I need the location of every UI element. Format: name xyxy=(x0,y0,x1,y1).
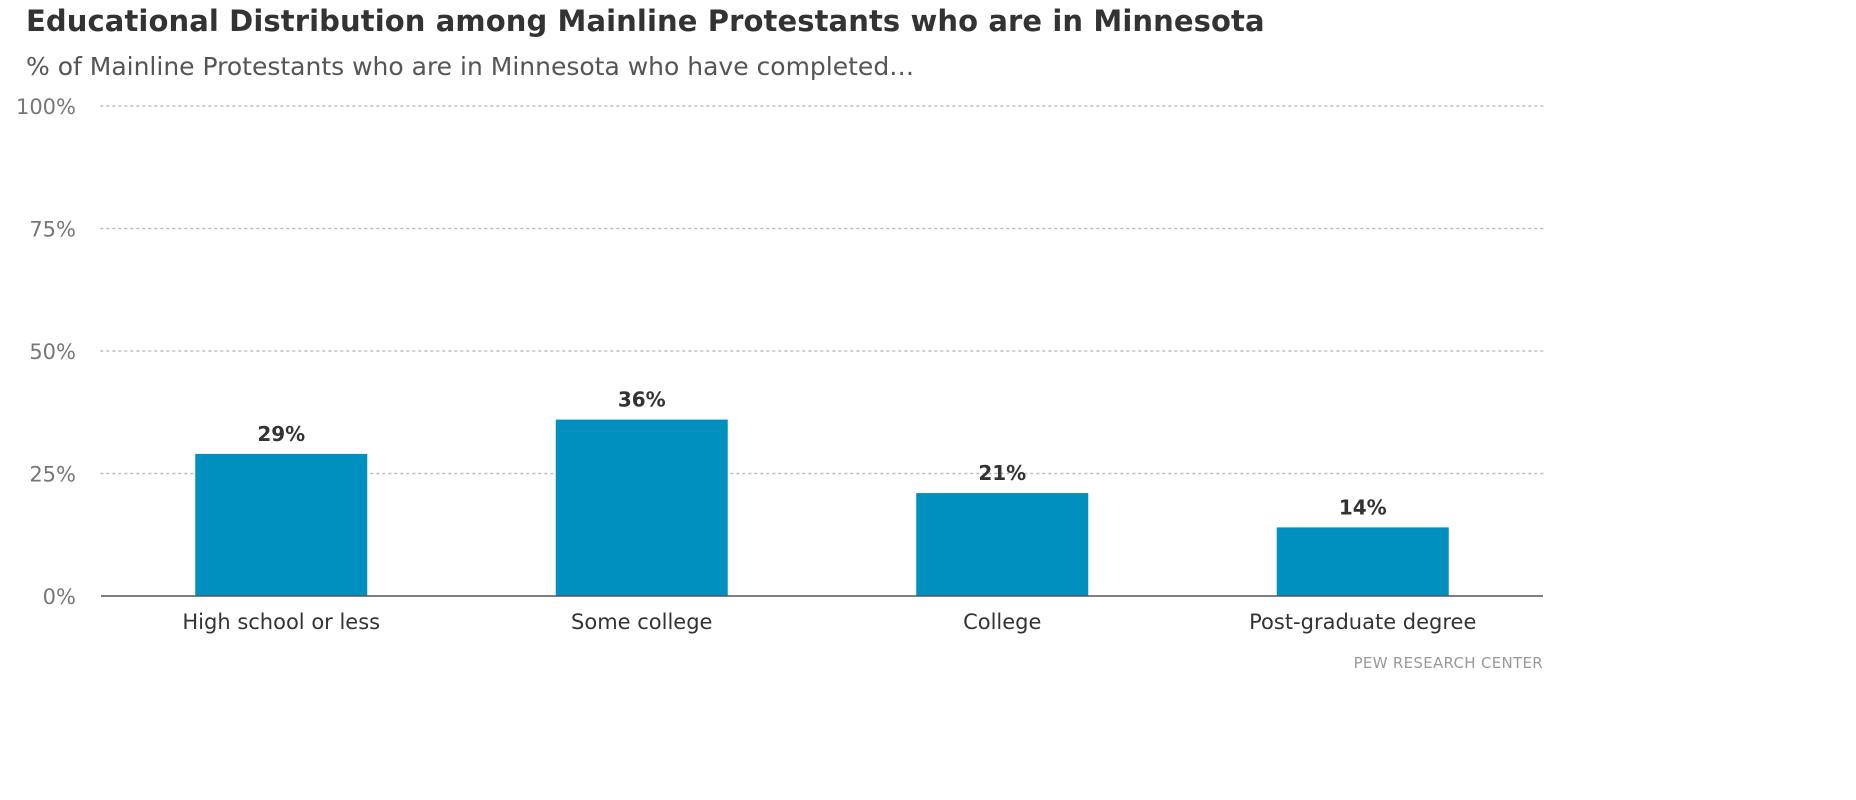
y-tick-label: 75% xyxy=(29,218,76,242)
chart-subtitle: % of Mainline Protestants who are in Min… xyxy=(26,52,915,81)
y-tick-label: 50% xyxy=(29,340,76,364)
bar xyxy=(555,419,728,596)
y-tick-label: 100% xyxy=(16,95,76,119)
x-tick-label: Some college xyxy=(571,610,712,634)
x-tick-label: High school or less xyxy=(182,610,380,634)
bar xyxy=(1276,527,1449,596)
chart-title: Educational Distribution among Mainline … xyxy=(26,4,1265,38)
data-label: 36% xyxy=(618,388,666,412)
y-tick-label: 0% xyxy=(43,585,76,609)
source-label: PEW RESEARCH CENTER xyxy=(1353,654,1543,672)
x-tick-label: College xyxy=(963,610,1041,634)
data-label: 21% xyxy=(978,461,1026,485)
bar xyxy=(195,453,368,596)
x-tick-label: Post-graduate degree xyxy=(1249,610,1476,634)
data-label: 14% xyxy=(1339,495,1387,519)
y-tick-label: 25% xyxy=(29,463,76,487)
bar xyxy=(916,493,1089,596)
data-label: 29% xyxy=(257,422,305,446)
